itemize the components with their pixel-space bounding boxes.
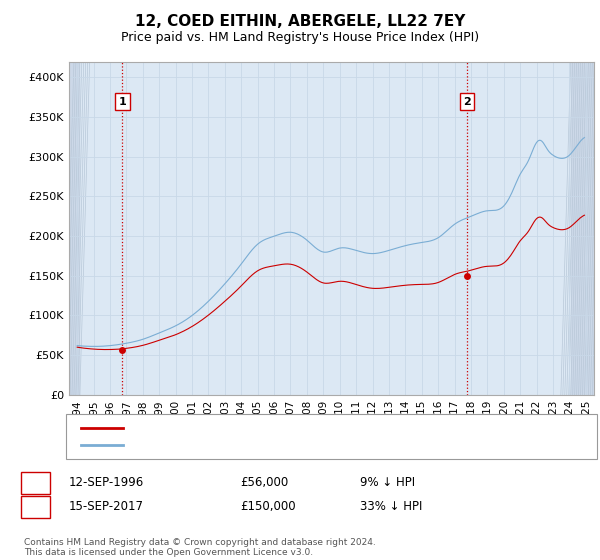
Bar: [69, 62, 79, 395]
Text: 1: 1: [31, 476, 40, 489]
Text: £56,000: £56,000: [240, 476, 288, 489]
Text: 9% ↓ HPI: 9% ↓ HPI: [360, 476, 415, 489]
Bar: [571, 62, 594, 395]
Text: HPI: Average price, detached house, Conwy: HPI: Average price, detached house, Conw…: [129, 440, 373, 450]
Text: £150,000: £150,000: [240, 500, 296, 514]
Text: 12, COED EITHIN, ABERGELE, LL22 7EY (detached house): 12, COED EITHIN, ABERGELE, LL22 7EY (det…: [129, 423, 449, 433]
Text: Price paid vs. HM Land Registry's House Price Index (HPI): Price paid vs. HM Land Registry's House …: [121, 31, 479, 44]
Text: 1: 1: [118, 96, 126, 106]
Text: Contains HM Land Registry data © Crown copyright and database right 2024.
This d: Contains HM Land Registry data © Crown c…: [24, 538, 376, 557]
Text: 15-SEP-2017: 15-SEP-2017: [69, 500, 144, 514]
Text: 33% ↓ HPI: 33% ↓ HPI: [360, 500, 422, 514]
Text: 2: 2: [31, 500, 40, 514]
Text: 2: 2: [463, 96, 471, 106]
Text: 12, COED EITHIN, ABERGELE, LL22 7EY: 12, COED EITHIN, ABERGELE, LL22 7EY: [135, 14, 465, 29]
Text: 12-SEP-1996: 12-SEP-1996: [69, 476, 144, 489]
